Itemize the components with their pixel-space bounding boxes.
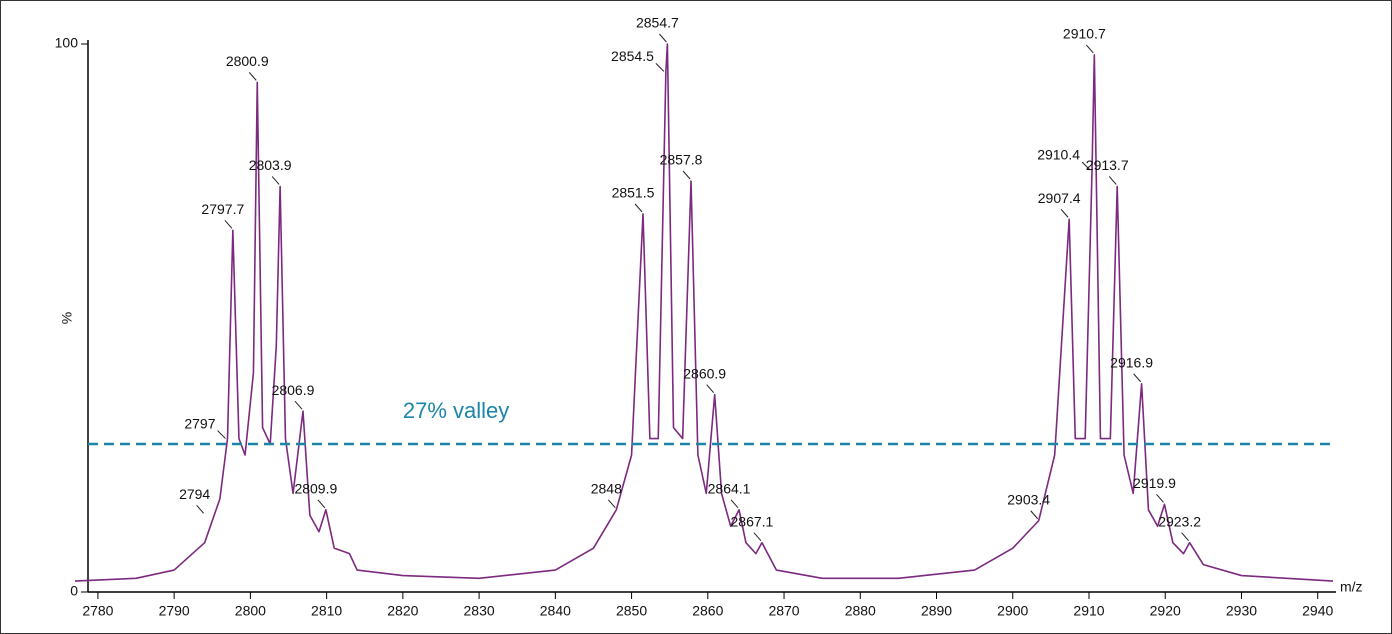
- x-tick-label: 2810: [311, 603, 342, 619]
- peak-leader: [1060, 209, 1069, 218]
- x-tick-label: 2930: [1226, 603, 1257, 619]
- x-tick-label: 2790: [159, 603, 190, 619]
- peak-leader: [682, 170, 691, 180]
- x-tick-label: 2920: [1150, 603, 1181, 619]
- x-tick-label: 2910: [1073, 603, 1104, 619]
- peak-leader: [730, 499, 739, 509]
- peak-label: 2867.1: [731, 513, 774, 529]
- x-tick-label: 2820: [387, 603, 418, 619]
- peak-label: 2806.9: [272, 382, 315, 398]
- peak-label: 2794: [179, 486, 210, 502]
- peak-leader: [1030, 510, 1039, 520]
- peak-label: 2854.7: [636, 15, 679, 31]
- y-tick-label: 0: [70, 583, 78, 599]
- peak-leader: [1181, 532, 1190, 542]
- x-tick-label: 2890: [921, 603, 952, 619]
- peak-label: 2923.2: [1158, 513, 1201, 529]
- x-tick-label: 2900: [997, 603, 1028, 619]
- peak-label: 2916.9: [1110, 354, 1153, 370]
- peak-label: 2800.9: [226, 53, 269, 69]
- x-axis-label: m/z: [1340, 579, 1363, 595]
- peak-label: 2910.7: [1063, 26, 1106, 42]
- peak-leader: [196, 504, 205, 514]
- peak-label: 2809.9: [294, 481, 337, 497]
- x-tick-label: 2840: [540, 603, 571, 619]
- peak-label: 2857.8: [660, 152, 703, 168]
- peak-leader: [655, 63, 665, 72]
- peak-label: 2797.7: [201, 201, 244, 217]
- x-tick-label: 2940: [1302, 603, 1333, 619]
- peak-label: 2803.9: [249, 157, 292, 173]
- x-tick-label: 2830: [464, 603, 495, 619]
- peak-label: 2910.4: [1037, 147, 1080, 163]
- peak-leader: [1081, 161, 1091, 171]
- peak-leader: [634, 203, 643, 213]
- peak-leader: [607, 499, 616, 509]
- peak-label: 2913.7: [1086, 157, 1129, 173]
- peak-leader: [248, 72, 257, 81]
- x-tick-label: 2860: [692, 603, 723, 619]
- peak-leader: [1108, 176, 1117, 185]
- peak-leader: [659, 33, 667, 43]
- spectrum-line: [75, 43, 1333, 582]
- y-tick-label: 100: [55, 35, 79, 51]
- peak-label: 2854.5: [611, 48, 654, 64]
- x-tick-label: 2800: [235, 603, 266, 619]
- x-tick-label: 2870: [768, 603, 799, 619]
- peak-leader: [271, 176, 280, 185]
- peak-label: 2907.4: [1038, 190, 1081, 206]
- peak-leader: [1085, 44, 1094, 54]
- peak-leader: [217, 430, 226, 439]
- peak-leader: [1156, 493, 1164, 503]
- peak-label: 2903.4: [1007, 491, 1050, 507]
- peak-leader: [317, 499, 326, 509]
- x-tick-label: 2780: [82, 603, 113, 619]
- peak-leader: [1133, 373, 1141, 383]
- peak-label: 2797: [184, 415, 215, 431]
- y-axis-label: %: [59, 312, 75, 324]
- peak-label: 2851.5: [612, 185, 655, 201]
- peak-leader: [706, 384, 715, 394]
- peak-label: 2860.9: [683, 365, 726, 381]
- x-tick-label: 2850: [616, 603, 647, 619]
- valley-label: 27% valley: [403, 398, 509, 423]
- peak-label: 2919.9: [1133, 475, 1176, 491]
- peak-leader: [294, 400, 303, 410]
- peak-label: 2864.1: [708, 481, 751, 497]
- peak-label: 2848: [591, 481, 622, 497]
- x-tick-label: 2880: [845, 603, 876, 619]
- peak-leader: [753, 532, 762, 542]
- peak-leader: [224, 219, 233, 229]
